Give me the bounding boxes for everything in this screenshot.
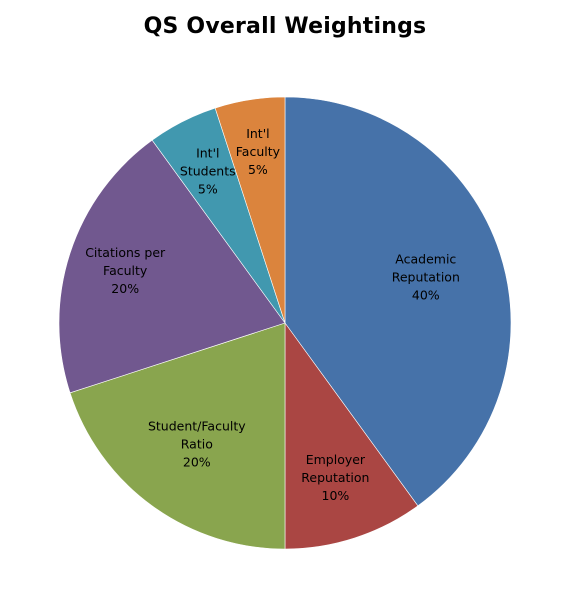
- pie-slice-label-line: 20%: [183, 454, 211, 469]
- pie-slice-label-line: Students: [180, 164, 236, 179]
- pie-slice-label-line: 5%: [248, 162, 268, 177]
- pie-slice-label-0: Academic Reputation 40%: [392, 251, 460, 302]
- pie-slice-5: [214, 96, 286, 324]
- pie-slice-3: [58, 139, 286, 394]
- pie-slice-label-line: Faculty: [236, 144, 281, 159]
- pie-slice-label-line: 5%: [198, 182, 218, 197]
- pie-slice-label-line: Int'l: [196, 146, 219, 161]
- pie-slice-label-line: Employer: [306, 452, 366, 467]
- pie-slice-label-line: Ratio: [181, 436, 213, 451]
- pie-slice-label-line: Reputation: [392, 269, 460, 284]
- pie-slice-label-line: Citations per: [85, 245, 166, 260]
- pie-slice-label-line: 10%: [322, 488, 350, 503]
- pie-slice-label-line: 40%: [412, 287, 440, 302]
- pie-slice-label-4: Int'l Students 5%: [180, 146, 236, 197]
- pie-slice-2: [69, 322, 286, 550]
- pie-slice-label-2: Student/Faculty Ratio 20%: [148, 418, 246, 469]
- pie-slice-label-1: Employer Reputation 10%: [301, 452, 369, 503]
- pie-slice-label-line: Int'l: [246, 126, 269, 141]
- pie-slice-label-line: 20%: [111, 281, 139, 296]
- pie-slice-label-line: Faculty: [103, 263, 148, 278]
- pie-slice-label-line: Academic: [395, 251, 456, 266]
- chart-title: QS Overall Weightings: [143, 14, 427, 39]
- pie-slice-1: [284, 322, 419, 550]
- pie-slice-label-5: Int'l Faculty 5%: [236, 126, 281, 177]
- pie-slice-label-3: Citations per Faculty 20%: [85, 245, 166, 296]
- pie-slice-label-line: Student/Faculty: [148, 418, 246, 433]
- pie-slice-0: [284, 96, 512, 507]
- pie-slice-label-line: Reputation: [301, 470, 369, 485]
